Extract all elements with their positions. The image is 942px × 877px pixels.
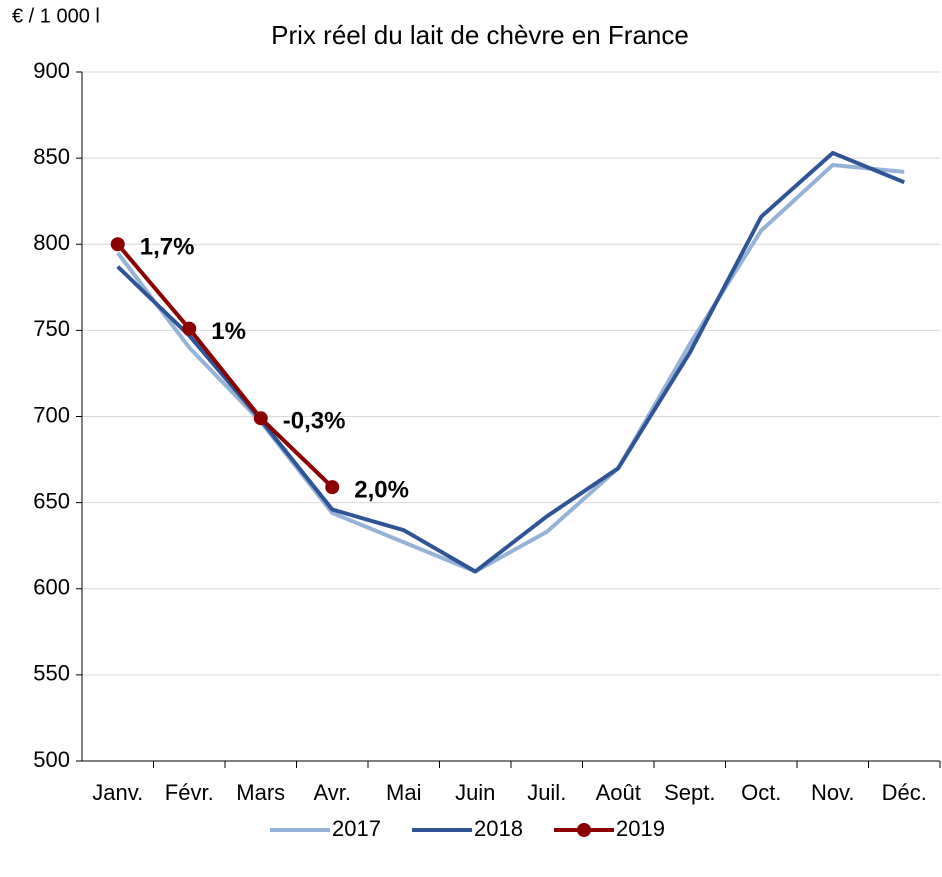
series-marker xyxy=(110,237,125,252)
chart-title: Prix réel du lait de chèvre en France xyxy=(271,20,689,50)
x-tick-label: Nov. xyxy=(811,780,855,805)
series-marker xyxy=(325,480,340,495)
y-tick-label: 800 xyxy=(33,230,70,255)
x-tick-label: Déc. xyxy=(882,780,927,805)
x-tick-label: Juil. xyxy=(527,780,566,805)
series-line xyxy=(116,242,334,489)
y-tick-label: 500 xyxy=(33,747,70,772)
series-marker xyxy=(253,411,268,426)
legend-label: 2017 xyxy=(332,816,381,841)
series-line xyxy=(116,150,906,574)
legend-marker xyxy=(577,823,591,837)
data-annotation: 2,0% xyxy=(354,476,409,503)
x-tick-label: Févr. xyxy=(165,780,214,805)
x-tick-label: Avr. xyxy=(313,780,351,805)
legend-label: 2018 xyxy=(474,816,523,841)
y-tick-label: 900 xyxy=(33,58,70,83)
data-annotation: -0,3% xyxy=(283,408,346,435)
series-marker xyxy=(182,321,197,336)
x-tick-label: Janv. xyxy=(92,780,143,805)
y-tick-label: 850 xyxy=(33,144,70,169)
y-axis-label: € / 1 000 l xyxy=(12,5,100,27)
y-tick-label: 600 xyxy=(33,575,70,600)
x-tick-label: Sept. xyxy=(664,780,715,805)
data-annotation: 1% xyxy=(211,318,246,345)
x-tick-label: Mai xyxy=(386,780,421,805)
x-tick-label: Juin xyxy=(455,780,495,805)
x-tick-label: Oct. xyxy=(741,780,781,805)
series-line xyxy=(116,163,905,574)
data-annotation: 1,7% xyxy=(140,234,195,261)
y-tick-label: 750 xyxy=(33,316,70,341)
y-tick-label: 650 xyxy=(33,488,70,513)
y-tick-label: 700 xyxy=(33,402,70,427)
x-tick-label: Mars xyxy=(236,780,285,805)
x-tick-label: Août xyxy=(596,780,641,805)
y-tick-label: 550 xyxy=(33,661,70,686)
legend-label: 2019 xyxy=(616,816,665,841)
